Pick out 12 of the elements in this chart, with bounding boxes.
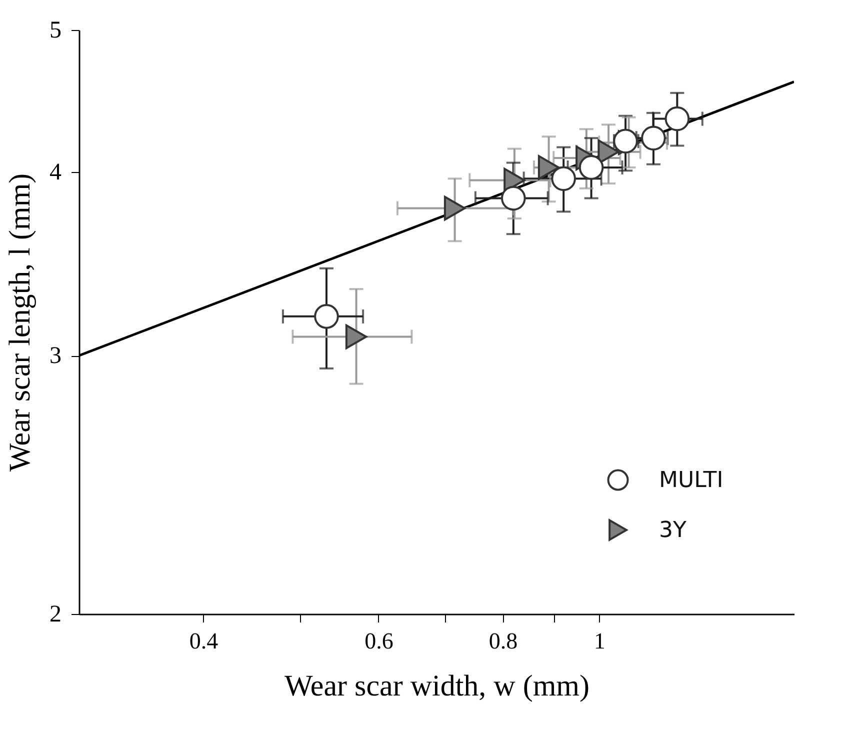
x-tick-label: 0.6 [364, 628, 394, 654]
x-axis-title: Wear scar width, w (mm) [284, 670, 590, 702]
legend-label: MULTI [659, 468, 724, 493]
x-tick-label: 0.4 [189, 628, 219, 654]
y-tick-label: 4 [50, 160, 62, 186]
x-tick-label: 1 [594, 628, 606, 654]
y-tick-label: 3 [50, 343, 62, 370]
y-tick-label: 2 [50, 602, 62, 628]
legend-label: 3Y [659, 518, 687, 543]
y-axis-title: Wear scar length, l (mm) [4, 173, 36, 472]
y-tick-label: 5 [50, 18, 62, 44]
x-tick-label: 0.8 [488, 628, 518, 654]
